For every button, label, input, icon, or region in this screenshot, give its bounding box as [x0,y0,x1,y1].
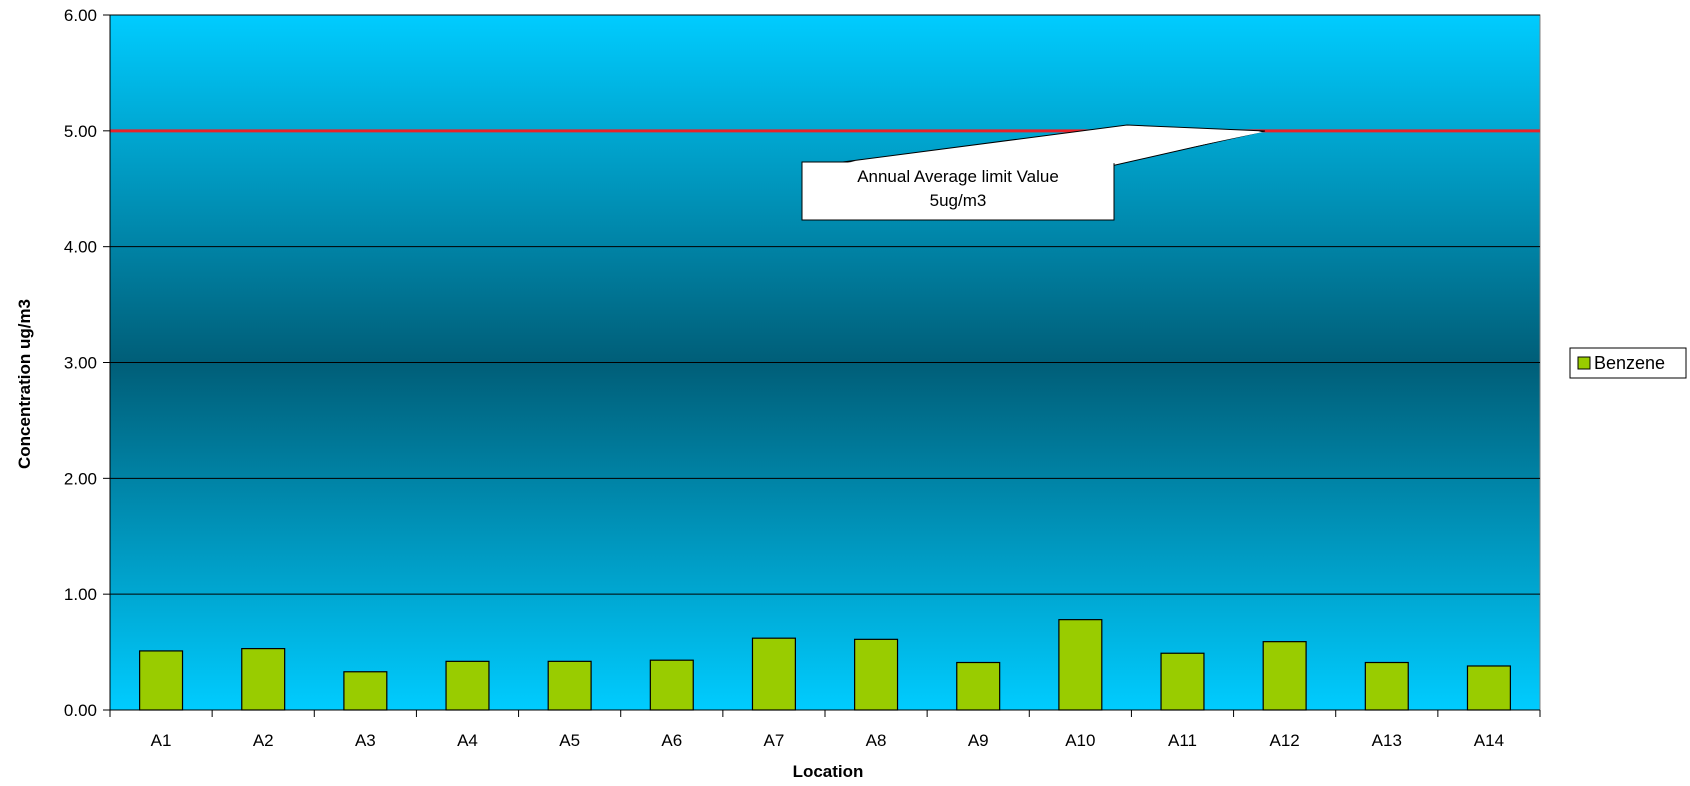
x-tick-label-a14: A14 [1474,731,1504,750]
x-tick-label-a10: A10 [1065,731,1095,750]
x-tick-labels: A1 A2 A3 A4 A5 A6 A7 A8 A9 A10 A11 A12 A13 A14 [151,731,1504,750]
x-tick-label-a7: A7 [764,731,785,750]
y-axis-title: Concentration ug/m3 [15,299,34,469]
bar-a11 [1160,652,1205,711]
bar-a13 [1364,661,1409,711]
x-tick-label-a6: A6 [661,731,682,750]
y-tick-labels: 0.00 1.00 2.00 3.00 4.00 5.00 6.00 [64,6,97,720]
x-tick-label-a12: A12 [1270,731,1300,750]
x-tick-label-a2: A2 [253,731,274,750]
x-axis-title: Location [793,762,864,781]
x-tick-label-a4: A4 [457,731,478,750]
limit-annotation-callout: Annual Average limit Value 5ug/m3 [801,124,1266,221]
y-tick-label: 3.00 [64,354,97,373]
x-tick-label-a3: A3 [355,731,376,750]
bar-a10 [1058,619,1103,711]
callout-box [801,161,1115,221]
bar-a7 [751,637,796,711]
x-tick-label-a1: A1 [151,731,172,750]
y-tick-label: 0.00 [64,701,97,720]
annotation-line-2: 5ug/m3 [930,191,987,210]
x-tick-label-a11: A11 [1168,731,1197,750]
bar-a5 [547,660,592,711]
bar-a1 [139,650,184,711]
axes [103,14,1541,717]
y-tick-label: 4.00 [64,238,97,257]
bar-a4 [445,660,490,711]
x-tick-label-a8: A8 [866,731,887,750]
x-tick-label-a13: A13 [1372,731,1402,750]
x-tick-label-a5: A5 [559,731,580,750]
bar-a9 [956,661,1001,711]
x-tick-label-a9: A9 [968,731,989,750]
bar-a8 [854,638,899,711]
legend: Benzene [1569,347,1687,379]
legend-label-benzene: Benzene [1594,353,1665,373]
bar-a12 [1262,641,1307,711]
bar-a14 [1466,665,1511,711]
bar-a2 [241,648,286,711]
annotation-line-1: Annual Average limit Value [857,167,1059,186]
bar-a3 [343,671,388,711]
callout-pointer-fill [836,127,1263,164]
y-tick-label: 5.00 [64,122,97,141]
bars [139,619,1511,711]
y-tick-label: 2.00 [64,469,97,488]
legend-swatch-benzene [1577,356,1591,370]
bar-a6 [649,659,694,711]
y-tick-label: 1.00 [64,585,97,604]
y-tick-label: 6.00 [64,6,97,25]
